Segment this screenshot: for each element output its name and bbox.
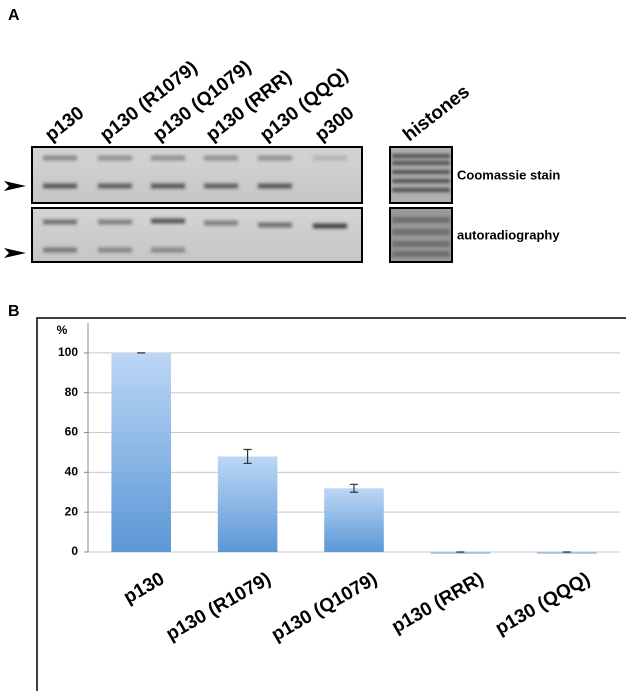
arrow — [4, 248, 26, 258]
lane-label: histones — [399, 81, 473, 146]
gel-band — [313, 156, 347, 161]
gel-coomassie — [32, 147, 362, 203]
gel-band — [151, 248, 185, 253]
histone-band — [392, 217, 450, 223]
gel-band — [98, 248, 132, 253]
gel-band — [98, 184, 132, 189]
gel-band — [204, 221, 238, 226]
gel-band — [204, 156, 238, 161]
lane-label: p300 — [311, 103, 358, 146]
y-tick-label: 0 — [71, 544, 78, 558]
lane-label: p130 — [41, 103, 88, 146]
x-tick-label: p130 (R1079) — [163, 568, 275, 645]
bar — [111, 353, 171, 552]
y-tick-label: 60 — [65, 425, 79, 439]
bar — [324, 488, 384, 552]
gel-band — [151, 219, 185, 224]
histone-band — [392, 241, 450, 247]
gel-band — [204, 184, 238, 189]
y-tick-label: 100 — [58, 345, 78, 359]
gel-band — [43, 184, 77, 189]
y-axis-label: % — [57, 323, 68, 337]
bar — [218, 456, 278, 552]
histone-band — [392, 161, 450, 165]
gel-band — [151, 156, 185, 161]
gel-band — [313, 224, 347, 229]
gel-autoradiography — [32, 208, 362, 262]
x-tick-label: p130 — [120, 568, 168, 608]
gel-band — [43, 156, 77, 161]
arrow — [4, 181, 26, 191]
row-label: Coomassie stain — [457, 167, 560, 182]
histone-band — [392, 179, 450, 183]
gel-band — [151, 184, 185, 189]
y-tick-label: 80 — [65, 385, 79, 399]
gel-band — [98, 156, 132, 161]
y-tick-label: 40 — [65, 465, 79, 479]
gel-band — [43, 220, 77, 225]
y-tick-label: 20 — [65, 504, 79, 518]
panel-label: B — [8, 303, 20, 320]
panel-label: A — [8, 7, 20, 24]
row-label: autoradiography — [457, 227, 560, 242]
figure: A Coomassie stain autoradiography p130p1… — [0, 0, 626, 691]
gel-band — [98, 220, 132, 225]
histone-band — [392, 229, 450, 235]
histone-band — [392, 251, 450, 257]
histone-band — [392, 170, 450, 174]
gel-band — [258, 156, 292, 161]
histone-band — [392, 154, 450, 158]
x-tick-label: p130 (RRR) — [388, 568, 487, 637]
gel-band — [258, 184, 292, 189]
x-tick-label: p130 (QQQ) — [492, 568, 594, 639]
gel-band — [43, 248, 77, 253]
gel-band — [258, 223, 292, 228]
histone-band — [392, 188, 450, 192]
x-tick-label: p130 (Q1079) — [268, 568, 381, 645]
